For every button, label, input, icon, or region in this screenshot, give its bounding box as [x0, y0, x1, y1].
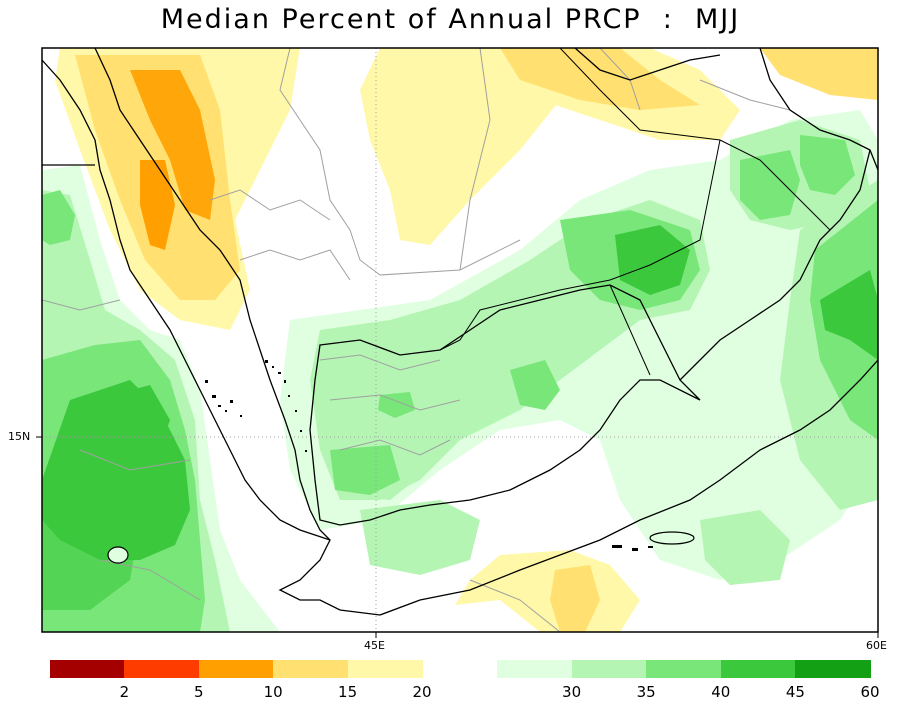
- colorbar-tick-5: 5: [194, 683, 204, 701]
- map-title: Median Percent of Annual PRCP : MJJ: [160, 4, 741, 35]
- colorbar-swatch-high-0: [497, 660, 573, 678]
- colorbar-tick-20: 20: [412, 683, 432, 701]
- coastlines: [42, 48, 878, 616]
- low-percent-fields: [55, 48, 878, 632]
- colorbar-swatch-high-4: [795, 660, 871, 678]
- colorbar-swatch-high-3: [720, 660, 797, 678]
- colorbar-swatch-low-4: [347, 660, 423, 678]
- islands: [107, 531, 695, 564]
- colorbar-swatch-low-3: [273, 660, 349, 678]
- colorbar-tick-60: 60: [860, 683, 880, 701]
- colorbar-tick-30: 30: [562, 683, 582, 701]
- colorbar-tick-45: 45: [785, 683, 805, 701]
- colorbar-swatch-low-2: [198, 660, 275, 678]
- x-axis-label-60e: 60E: [866, 639, 887, 652]
- map-frame: [41, 47, 879, 633]
- colorbar-tick-2: 2: [119, 683, 130, 701]
- colorbar-tick-10: 10: [263, 683, 283, 701]
- graticule: [42, 48, 878, 632]
- x-axis-label-45e: 45E: [364, 639, 385, 652]
- y-axis-label-15n: 15N: [8, 430, 31, 443]
- political-borders: [439, 48, 831, 376]
- colorbar-tick-15: 15: [338, 683, 358, 701]
- colorbar-swatch-high-2: [646, 660, 722, 678]
- colorbar-tick-35: 35: [636, 683, 656, 701]
- colorbar-swatch-low-0: [50, 660, 126, 678]
- colorbar-tick-40: 40: [711, 683, 731, 701]
- colorbar-swatch-high-1: [571, 660, 648, 678]
- colorbar-swatch-low-1: [124, 660, 200, 678]
- red-sea-islands: [205, 360, 307, 452]
